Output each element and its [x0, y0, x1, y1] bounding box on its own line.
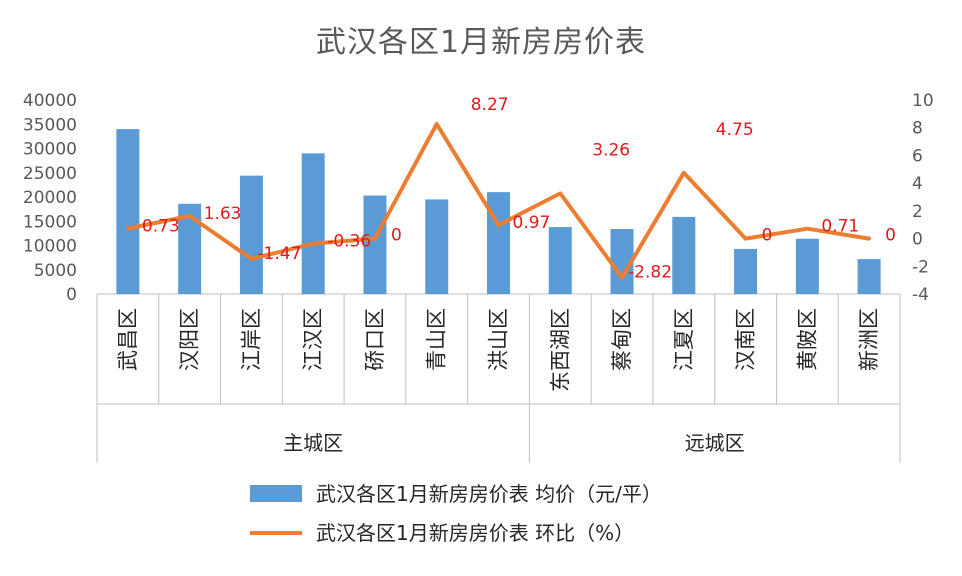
category-label: 江汉区 — [301, 308, 325, 371]
line-data-label: 0.73 — [142, 216, 180, 236]
left-axis-tick-label: 35000 — [23, 115, 77, 135]
right-axis-tick-label: -2 — [912, 257, 929, 277]
legend-label-line: 武汉各区1月新房房价表 环比（%） — [316, 521, 634, 545]
left-axis-tick-label: 15000 — [23, 212, 77, 232]
bar — [857, 259, 881, 294]
line-data-label: 0 — [762, 226, 773, 246]
category-label: 汉南区 — [734, 308, 758, 371]
bar — [548, 227, 572, 294]
bar — [487, 192, 510, 294]
category-label: 硚口区 — [363, 308, 387, 371]
category-label: 青山区 — [425, 308, 449, 371]
category-label: 江夏区 — [672, 308, 696, 371]
line-data-label: -0.36 — [327, 232, 371, 252]
chart-title: 武汉各区1月新房房价表 — [316, 25, 646, 60]
bar — [363, 195, 387, 294]
right-axis-tick-label: 0 — [912, 230, 923, 250]
line-data-label: 0 — [885, 226, 896, 246]
line-data-label: 0 — [391, 226, 402, 246]
bars-group — [116, 129, 881, 294]
category-label: 新洲区 — [857, 308, 881, 371]
left-axis-tick-label: 40000 — [23, 91, 77, 111]
line-data-label: -1.47 — [257, 244, 301, 264]
right-axis-tick-label: 10 — [912, 91, 934, 111]
bar — [301, 153, 325, 294]
line-data-label: 3.26 — [592, 140, 630, 160]
line-group — [125, 122, 872, 280]
legend: 武汉各区1月新房房价表 均价（元/平） 武汉各区1月新房房价表 环比（%） — [250, 482, 662, 545]
right-axis-tick-label: 2 — [912, 202, 923, 222]
axes-group: 0500010000150002000025000300003500040000… — [23, 91, 934, 305]
line-data-label: 4.75 — [716, 120, 754, 140]
category-label: 汉阳区 — [178, 308, 202, 371]
line-data-label: 0.97 — [513, 213, 551, 233]
bar — [795, 238, 819, 294]
category-axis-group: 武昌区 汉阳区 江岸区 江汉区 硚口区 青山区 洪山区 东西湖区 蔡甸区 江夏区 汉南区 黄陂区 新洲区… — [96, 294, 901, 463]
bar — [734, 248, 758, 294]
bar — [239, 175, 263, 294]
category-label: 江岸区 — [239, 308, 263, 371]
category-label: 武昌区 — [116, 308, 140, 371]
legend-swatch-bar — [250, 485, 302, 502]
left-axis-tick-label: 20000 — [23, 188, 77, 208]
left-axis-tick-label: 10000 — [23, 237, 77, 257]
right-axis-tick-label: 6 — [912, 146, 923, 166]
right-axis-tick-label: -4 — [912, 285, 929, 305]
bar — [672, 216, 696, 294]
left-axis-tick-label: 25000 — [23, 164, 77, 184]
left-axis-tick-label: 0 — [66, 285, 77, 305]
group-label: 主城区 — [283, 431, 343, 455]
category-label: 黄陂区 — [795, 308, 819, 371]
line-data-label: -2.82 — [628, 263, 672, 283]
bar — [610, 229, 634, 294]
left-axis-tick-label: 5000 — [34, 261, 77, 281]
bar — [425, 199, 449, 294]
legend-label-bar: 武汉各区1月新房房价表 均价（元/平） — [316, 482, 662, 506]
data-labels-group: 0.73 1.63 -1.47 -0.36 0 8.27 0.97 3.26 -2.82 4.75… — [142, 95, 896, 283]
category-label: 蔡甸区 — [610, 308, 634, 371]
bar — [178, 203, 202, 294]
bar — [116, 129, 140, 294]
category-label: 东西湖区 — [548, 308, 572, 392]
group-label: 远城区 — [685, 431, 745, 455]
line-data-label: 8.27 — [471, 95, 509, 115]
right-axis-tick-label: 8 — [912, 119, 923, 139]
right-axis-tick-label: 4 — [912, 174, 923, 194]
left-axis-tick-label: 30000 — [23, 140, 77, 160]
category-label: 洪山区 — [487, 308, 511, 371]
line-data-label: 0.71 — [821, 217, 859, 237]
line-data-label: 1.63 — [204, 204, 242, 224]
